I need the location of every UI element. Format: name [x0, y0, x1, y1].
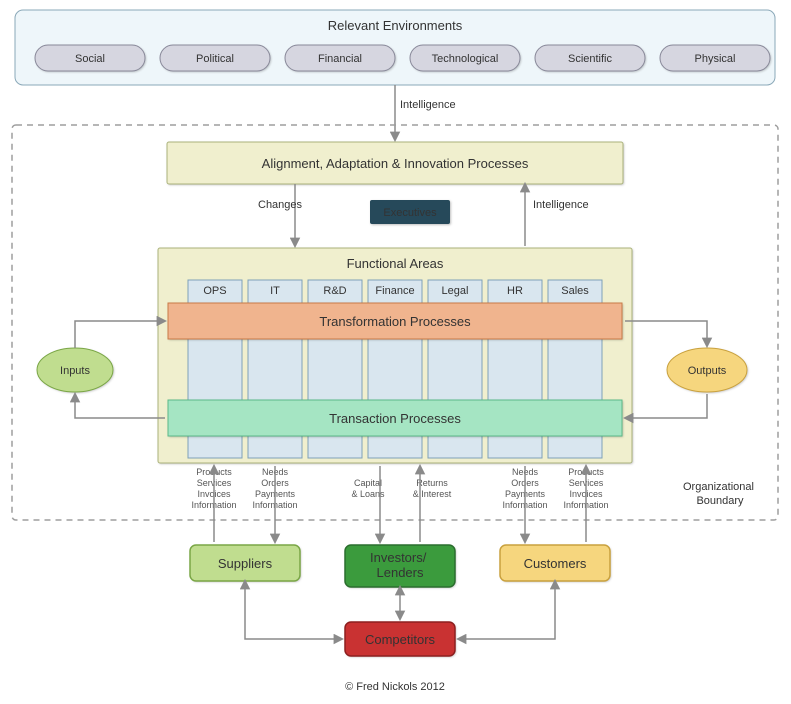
arrow-transact-to-inputs [75, 394, 165, 418]
func-col: Sales [561, 285, 589, 297]
svg-text:Returns: Returns [416, 478, 448, 488]
customers-label: Customers [524, 556, 587, 571]
svg-text:Capital: Capital [354, 478, 382, 488]
env-pill: Scientific [568, 53, 613, 65]
func-col: Legal [442, 285, 469, 297]
intelligence-label: Intelligence [400, 99, 456, 111]
intelligence-mid-label: Intelligence [533, 199, 589, 211]
func-col: IT [270, 285, 280, 297]
arrow-outputs-to-transact [625, 394, 707, 418]
arrow-suppliers-competitors [245, 581, 342, 639]
env-pill: Financial [318, 53, 362, 65]
flow-text-mid2: Returns & Interest [413, 478, 452, 499]
inputs-label: Inputs [60, 365, 90, 377]
func-col: R&D [323, 285, 346, 297]
executives-label: Executives [383, 207, 437, 219]
suppliers-label: Suppliers [218, 556, 273, 571]
env-pill: Physical [695, 53, 736, 65]
env-pill: Technological [432, 53, 499, 65]
changes-label: Changes [258, 199, 303, 211]
env-pill: Social [75, 53, 105, 65]
svg-text:& Interest: & Interest [413, 489, 452, 499]
alignment-label: Alignment, Adaptation & Innovation Proce… [262, 156, 529, 171]
func-col: OPS [203, 285, 226, 297]
env-pill: Political [196, 53, 234, 65]
investors-label: Investors/ Lenders [370, 550, 430, 580]
copyright: © Fred Nickols 2012 [345, 681, 445, 693]
arrow-transform-to-outputs [625, 321, 707, 346]
func-col: HR [507, 285, 523, 297]
transaction-label: Transaction Processes [329, 411, 461, 426]
competitors-label: Competitors [365, 632, 436, 647]
org-boundary-label: Organizational Boundary [683, 481, 757, 507]
arrow-inputs-to-transform [75, 321, 165, 348]
arrow-customers-competitors [458, 581, 555, 639]
outputs-label: Outputs [688, 365, 727, 377]
func-col: Finance [375, 285, 414, 297]
transformation-label: Transformation Processes [319, 314, 471, 329]
functional-title: Functional Areas [347, 256, 444, 271]
environments-title: Relevant Environments [328, 18, 463, 33]
